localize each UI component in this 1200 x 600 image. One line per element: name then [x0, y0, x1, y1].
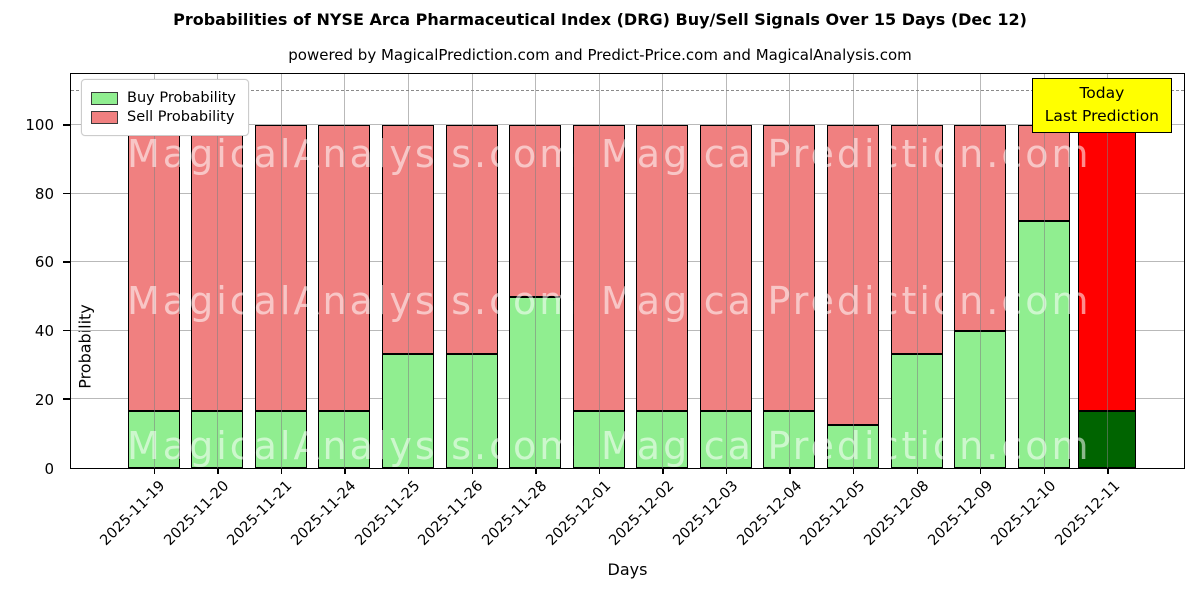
y-tickmark	[63, 398, 70, 400]
x-tickmark	[725, 469, 728, 474]
y-tick-label-100: 100	[25, 115, 54, 134]
gridline-x	[789, 74, 791, 468]
x-tickmark	[1043, 469, 1046, 474]
x-tickmark	[662, 469, 664, 474]
x-axis-title: Days	[607, 560, 648, 579]
x-tick-label-2025-11-24: 2025-11-24	[288, 478, 360, 549]
x-tick-label-2025-12-09: 2025-12-09	[925, 478, 997, 549]
bar-slot-2025-12-11	[1075, 74, 1139, 474]
y-tick-label-0: 0	[44, 460, 54, 478]
gridline-x	[153, 74, 155, 468]
x-tickmark	[344, 469, 346, 474]
bar-slot-2025-12-10	[1012, 74, 1076, 474]
y-tick-labels: 0 20 40 60 80 100	[0, 73, 62, 478]
x-tickmark	[408, 469, 410, 474]
x-tickmark	[598, 469, 601, 474]
legend-sell-label: Sell Probability	[127, 109, 235, 125]
gridline-x	[344, 74, 346, 468]
x-tick-label-2025-12-04: 2025-12-04	[734, 478, 806, 549]
sell-swatch-icon	[91, 110, 118, 124]
today-annotation-line2: Last Prediction	[1044, 107, 1159, 126]
y-tickmark	[63, 261, 70, 263]
x-tickmark	[1107, 469, 1109, 474]
x-tick-label-2025-12-05: 2025-12-05	[797, 478, 869, 549]
x-tick-label-2025-11-26: 2025-11-26	[415, 478, 487, 549]
bar-slot-2025-11-28	[503, 74, 567, 474]
gridline-x	[852, 74, 854, 468]
chart-title: Probabilities of NYSE Arca Pharmaceutica…	[173, 10, 1027, 29]
x-tick-label-2025-11-19: 2025-11-19	[97, 478, 169, 549]
gridline-x	[1043, 74, 1045, 468]
bar-slot-2025-11-24	[313, 74, 377, 474]
y-tick-label-60: 60	[34, 253, 54, 272]
gridline-x	[662, 74, 664, 468]
x-tick-label-2025-12-02: 2025-12-02	[606, 478, 678, 549]
gridline-y80	[63, 192, 1184, 195]
y-tick-label-20: 20	[34, 391, 54, 410]
threshold-dashed-line	[71, 90, 1184, 92]
bar-slot-2025-11-21	[249, 74, 313, 474]
gridline-y40	[63, 329, 1184, 332]
gridline-x	[598, 74, 600, 468]
legend-entry-sell: Sell Probability	[91, 109, 236, 125]
x-tickmark	[471, 469, 473, 474]
bar-slot-2025-12-09	[948, 74, 1012, 474]
gridline-x	[980, 74, 982, 468]
x-tickmark	[153, 469, 156, 474]
x-tick-label-2025-12-03: 2025-12-03	[670, 478, 742, 549]
legend-buy-label: Buy Probability	[127, 90, 236, 106]
x-tick-label-2025-12-08: 2025-12-08	[861, 478, 933, 549]
bar-slot-2025-12-01	[567, 74, 631, 474]
bar-slot-2025-11-20	[186, 74, 250, 474]
x-tick-label-2025-11-25: 2025-11-25	[351, 478, 423, 549]
x-tickmark	[980, 469, 982, 474]
bar-slot-2025-12-08	[885, 74, 949, 474]
x-tick-label-2025-11-21: 2025-11-21	[224, 478, 296, 549]
gridline-y100	[63, 124, 1184, 126]
x-tickmark	[535, 469, 537, 474]
y-tick-label-40: 40	[34, 322, 54, 341]
buy-swatch-icon	[91, 91, 118, 105]
gridline-x	[725, 74, 727, 468]
plot-area: MagicalAnalysis.com MagicalPrediction.com…	[63, 73, 1185, 474]
x-tickmark	[852, 469, 855, 474]
gridline-y60	[63, 261, 1184, 263]
x-tick-label-2025-12-10: 2025-12-10	[988, 478, 1060, 549]
today-annotation-line1: Today	[1079, 84, 1125, 102]
bar-slot-2025-12-03	[694, 74, 758, 474]
chart-subtitle: powered by MagicalPrediction.com and Pre…	[288, 46, 912, 64]
y-tick-label-80: 80	[34, 184, 54, 203]
gridline-x	[408, 74, 410, 468]
legend: Buy Probability Sell Probability	[81, 79, 249, 136]
gridline-x	[916, 74, 918, 468]
bar-slot-2025-12-04	[758, 74, 822, 474]
y-tickmark	[63, 124, 70, 126]
y-axis-title: Probability	[75, 304, 95, 389]
x-tick-label-2025-12-01: 2025-12-01	[543, 478, 614, 549]
x-tick-label-2025-11-20: 2025-11-20	[160, 478, 232, 549]
x-tickmark	[916, 469, 918, 474]
gridline-x	[217, 74, 219, 468]
bar-slot-2025-12-05	[821, 74, 885, 474]
x-tick-label-2025-12-11: 2025-12-11	[1052, 478, 1124, 549]
x-tickmark	[280, 469, 283, 474]
legend-entry-buy: Buy Probability	[91, 90, 236, 106]
bar-slot-2025-11-26	[440, 74, 504, 474]
gridline-y20	[63, 398, 1184, 400]
gridline-x	[535, 74, 537, 468]
bar-slot-2025-11-19	[122, 74, 186, 474]
gridline-x	[280, 74, 282, 468]
today-annotation: Today Last Prediction	[1031, 78, 1172, 133]
x-tick-label-2025-11-28: 2025-11-28	[479, 478, 551, 549]
x-tickmark	[789, 469, 791, 474]
y-tickmark	[63, 329, 70, 332]
bar-slot-2025-12-02	[631, 74, 695, 474]
bars-row	[71, 74, 1184, 474]
gridline-x	[471, 74, 473, 468]
y-tickmark	[63, 192, 70, 195]
gridline-x	[1107, 74, 1109, 468]
x-tickmark	[217, 469, 219, 474]
bar-slot-2025-11-25	[376, 74, 440, 474]
